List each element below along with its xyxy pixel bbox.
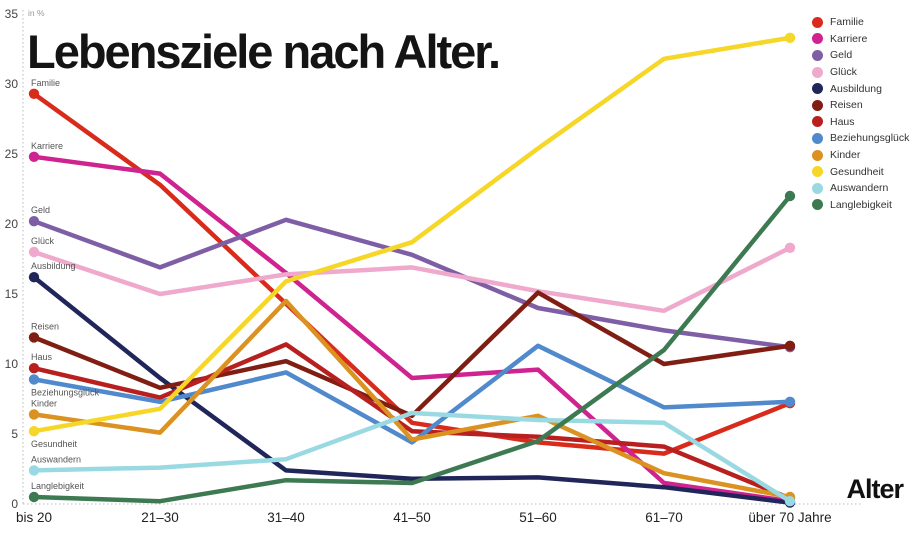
legend-item-gesundheit: Gesundheit <box>812 163 909 180</box>
series-endpoint-langlebigkeit <box>784 190 796 202</box>
y-tick-label: 20 <box>5 217 19 231</box>
series-start-label: Haus <box>31 352 53 362</box>
legend-item-kinder: Kinder <box>812 147 909 164</box>
legend-color-dot <box>812 99 823 111</box>
series-endpoint-gesundheit <box>28 426 40 437</box>
legend-item-beziehungsglück: Beziehungsglück <box>812 130 909 147</box>
legend-label: Haus <box>830 115 855 128</box>
series-line-familie <box>31 91 793 456</box>
legend-item-reisen: Reisen <box>812 97 909 114</box>
y-tick-label: 5 <box>11 427 18 441</box>
legend-item-geld: Geld <box>812 47 909 64</box>
legend-color-dot <box>812 182 823 194</box>
y-tick-label: 35 <box>5 7 19 21</box>
chart-title: Lebensziele nach Alter. <box>27 25 501 78</box>
legend-item-ausbildung: Ausbildung <box>812 80 909 97</box>
series-endpoint-beziehungsglück <box>784 396 796 407</box>
series-endpoint-auswandern <box>784 496 796 507</box>
series-line-glück <box>31 245 793 314</box>
series-line-haus <box>31 342 793 501</box>
x-tick-label: 21–30 <box>141 510 179 525</box>
series-line-kinder <box>31 298 793 500</box>
series-start-label: Auswandern <box>31 454 81 464</box>
legend-label: Geld <box>830 49 853 62</box>
legend-color-dot <box>812 66 823 78</box>
series-endpoint-haus <box>28 363 40 374</box>
series-line-beziehungsglück <box>31 343 793 445</box>
x-tick-label: 51–60 <box>519 510 557 525</box>
legend-item-familie: Familie <box>812 14 909 31</box>
legend-item-glück: Glück <box>812 64 909 81</box>
y-tick-label: 0 <box>11 497 18 511</box>
series-line-karriere <box>31 154 793 504</box>
series-line-auswandern <box>31 410 793 504</box>
series-start-label: Gesundheit <box>31 439 78 449</box>
x-tick-label: bis 20 <box>16 510 52 525</box>
x-tick-label: 61–70 <box>645 510 683 525</box>
legend-label: Karriere <box>830 32 868 45</box>
y-tick-label: 10 <box>5 357 19 371</box>
legend-item-auswandern: Auswandern <box>812 180 909 197</box>
series-start-label: Glück <box>31 236 55 246</box>
legend-label: Langlebigkeit <box>830 198 892 211</box>
legend-color-dot <box>812 116 823 128</box>
series-start-label: Beziehungsglück <box>31 387 100 397</box>
legend-color-dot <box>812 33 823 45</box>
legend-label: Beziehungsglück <box>830 132 910 145</box>
x-axis-title: Alter <box>846 474 904 504</box>
series-start-label: Karriere <box>31 141 63 151</box>
y-tick-label: 25 <box>5 147 19 161</box>
series-start-label: Reisen <box>31 321 59 331</box>
series-start-label: Familie <box>31 78 60 88</box>
series-endpoint-karriere <box>28 151 40 162</box>
legend-label: Reisen <box>830 99 863 112</box>
series-endpoint-geld <box>28 216 40 227</box>
legend-color-dot <box>812 199 823 211</box>
series-start-label: Kinder <box>31 398 57 408</box>
legend-label: Glück <box>830 66 857 79</box>
legend-color-dot <box>812 49 823 61</box>
x-tick-label: 31–40 <box>267 510 305 525</box>
series-line-geld <box>31 217 793 350</box>
series-endpoint-reisen <box>784 340 796 351</box>
series-endpoint-glück <box>784 242 796 253</box>
legend-color-dot <box>812 166 823 178</box>
legend-item-langlebigkeit: Langlebigkeit <box>812 197 909 214</box>
series-endpoint-kinder <box>28 409 40 420</box>
y-tick-label: 30 <box>5 77 19 91</box>
legend: Familie Karriere Geld Glück Ausbildung Reisen… <box>812 14 909 213</box>
series-endpoint-langlebigkeit <box>28 491 40 503</box>
y-tick-label: 15 <box>5 287 19 301</box>
y-axis-unit-label: in % <box>28 8 45 18</box>
x-tick-label: über 70 Jahre <box>748 510 831 525</box>
series-start-label: Langlebigkeit <box>31 481 85 491</box>
series-line-reisen <box>31 290 793 419</box>
series-endpoint-reisen <box>28 332 40 343</box>
series-line-gesundheit <box>31 35 793 434</box>
legend-label: Kinder <box>830 149 861 162</box>
series-endpoint-beziehungsglück <box>28 374 40 385</box>
legend-label: Auswandern <box>830 182 889 195</box>
series-line-langlebigkeit <box>31 193 793 504</box>
legend-label: Ausbildung <box>830 82 882 95</box>
series-endpoint-ausbildung <box>28 272 40 283</box>
series-endpoint-gesundheit <box>784 32 796 43</box>
series-endpoint-auswandern <box>28 465 40 476</box>
legend-item-karriere: Karriere <box>812 31 909 48</box>
series-start-label: Ausbildung <box>31 261 76 271</box>
legend-label: Gesundheit <box>830 165 884 178</box>
series-start-label: Geld <box>31 205 50 215</box>
series-endpoint-familie <box>28 88 40 100</box>
legend-item-haus: Haus <box>812 114 909 131</box>
x-tick-label: 41–50 <box>393 510 431 525</box>
legend-color-dot <box>812 16 823 28</box>
legend-label: Familie <box>830 16 864 29</box>
legend-color-dot <box>812 83 823 95</box>
legend-color-dot <box>812 132 823 144</box>
legend-color-dot <box>812 149 823 161</box>
series-line-ausbildung <box>31 274 793 505</box>
series-endpoint-glück <box>28 246 40 258</box>
